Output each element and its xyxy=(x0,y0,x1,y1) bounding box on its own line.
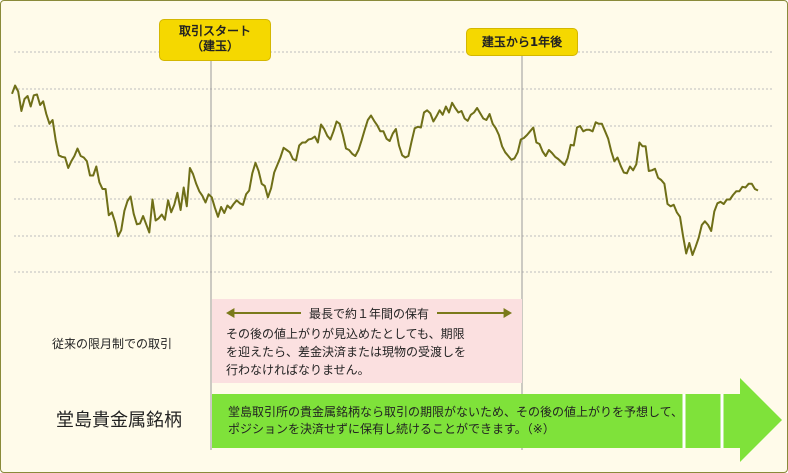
green-arrow xyxy=(212,378,782,462)
traditional-contract-label: 従来の限月制での取引 xyxy=(52,337,173,351)
trade-start-sublabel: （建玉） xyxy=(190,39,239,53)
price-line xyxy=(11,84,759,256)
chart-gridlines xyxy=(14,51,772,273)
description-line-2: を迎えたら、差金決済または現物の受渡しを xyxy=(226,345,467,359)
dojima-precious-metals-label: 堂島貴金属銘柄 xyxy=(56,410,182,431)
dojima-description: 堂島取引所の貴金属銘柄なら取引の期限がないため、その後の値上がりを予想して、 ポ… xyxy=(228,404,758,438)
trade-start-label: 取引スタート xyxy=(178,24,251,38)
one-year-after-badge: 建玉から1年後 xyxy=(466,28,578,56)
description-line-1: その後の値上がりが見込めたとしても、期限 xyxy=(226,327,465,341)
holding-period-title: 最長で約１年間の保有 xyxy=(309,306,430,321)
left-arrow-icon xyxy=(226,305,301,321)
holding-period-description: その後の値上がりが見込めたとしても、期限 を迎えたら、差金決済または現物の受渡し… xyxy=(226,325,512,379)
trade-start-badge: 取引スタート （建玉） xyxy=(159,19,271,61)
right-arrow-icon xyxy=(437,305,513,321)
dojima-description-line-2: ポジションを決済せずに保有し続けることができます。（※） xyxy=(228,422,555,436)
description-line-3: 行わなければなりません。 xyxy=(226,363,370,377)
dojima-description-line-1: 堂島取引所の貴金属銘柄なら取引の期限がないため、その後の値上がりを予想して、 xyxy=(228,405,684,419)
holding-period-box: 最長で約１年間の保有 その後の値上がりが見込めたとしても、期限 を迎えたら、差金… xyxy=(212,299,522,383)
